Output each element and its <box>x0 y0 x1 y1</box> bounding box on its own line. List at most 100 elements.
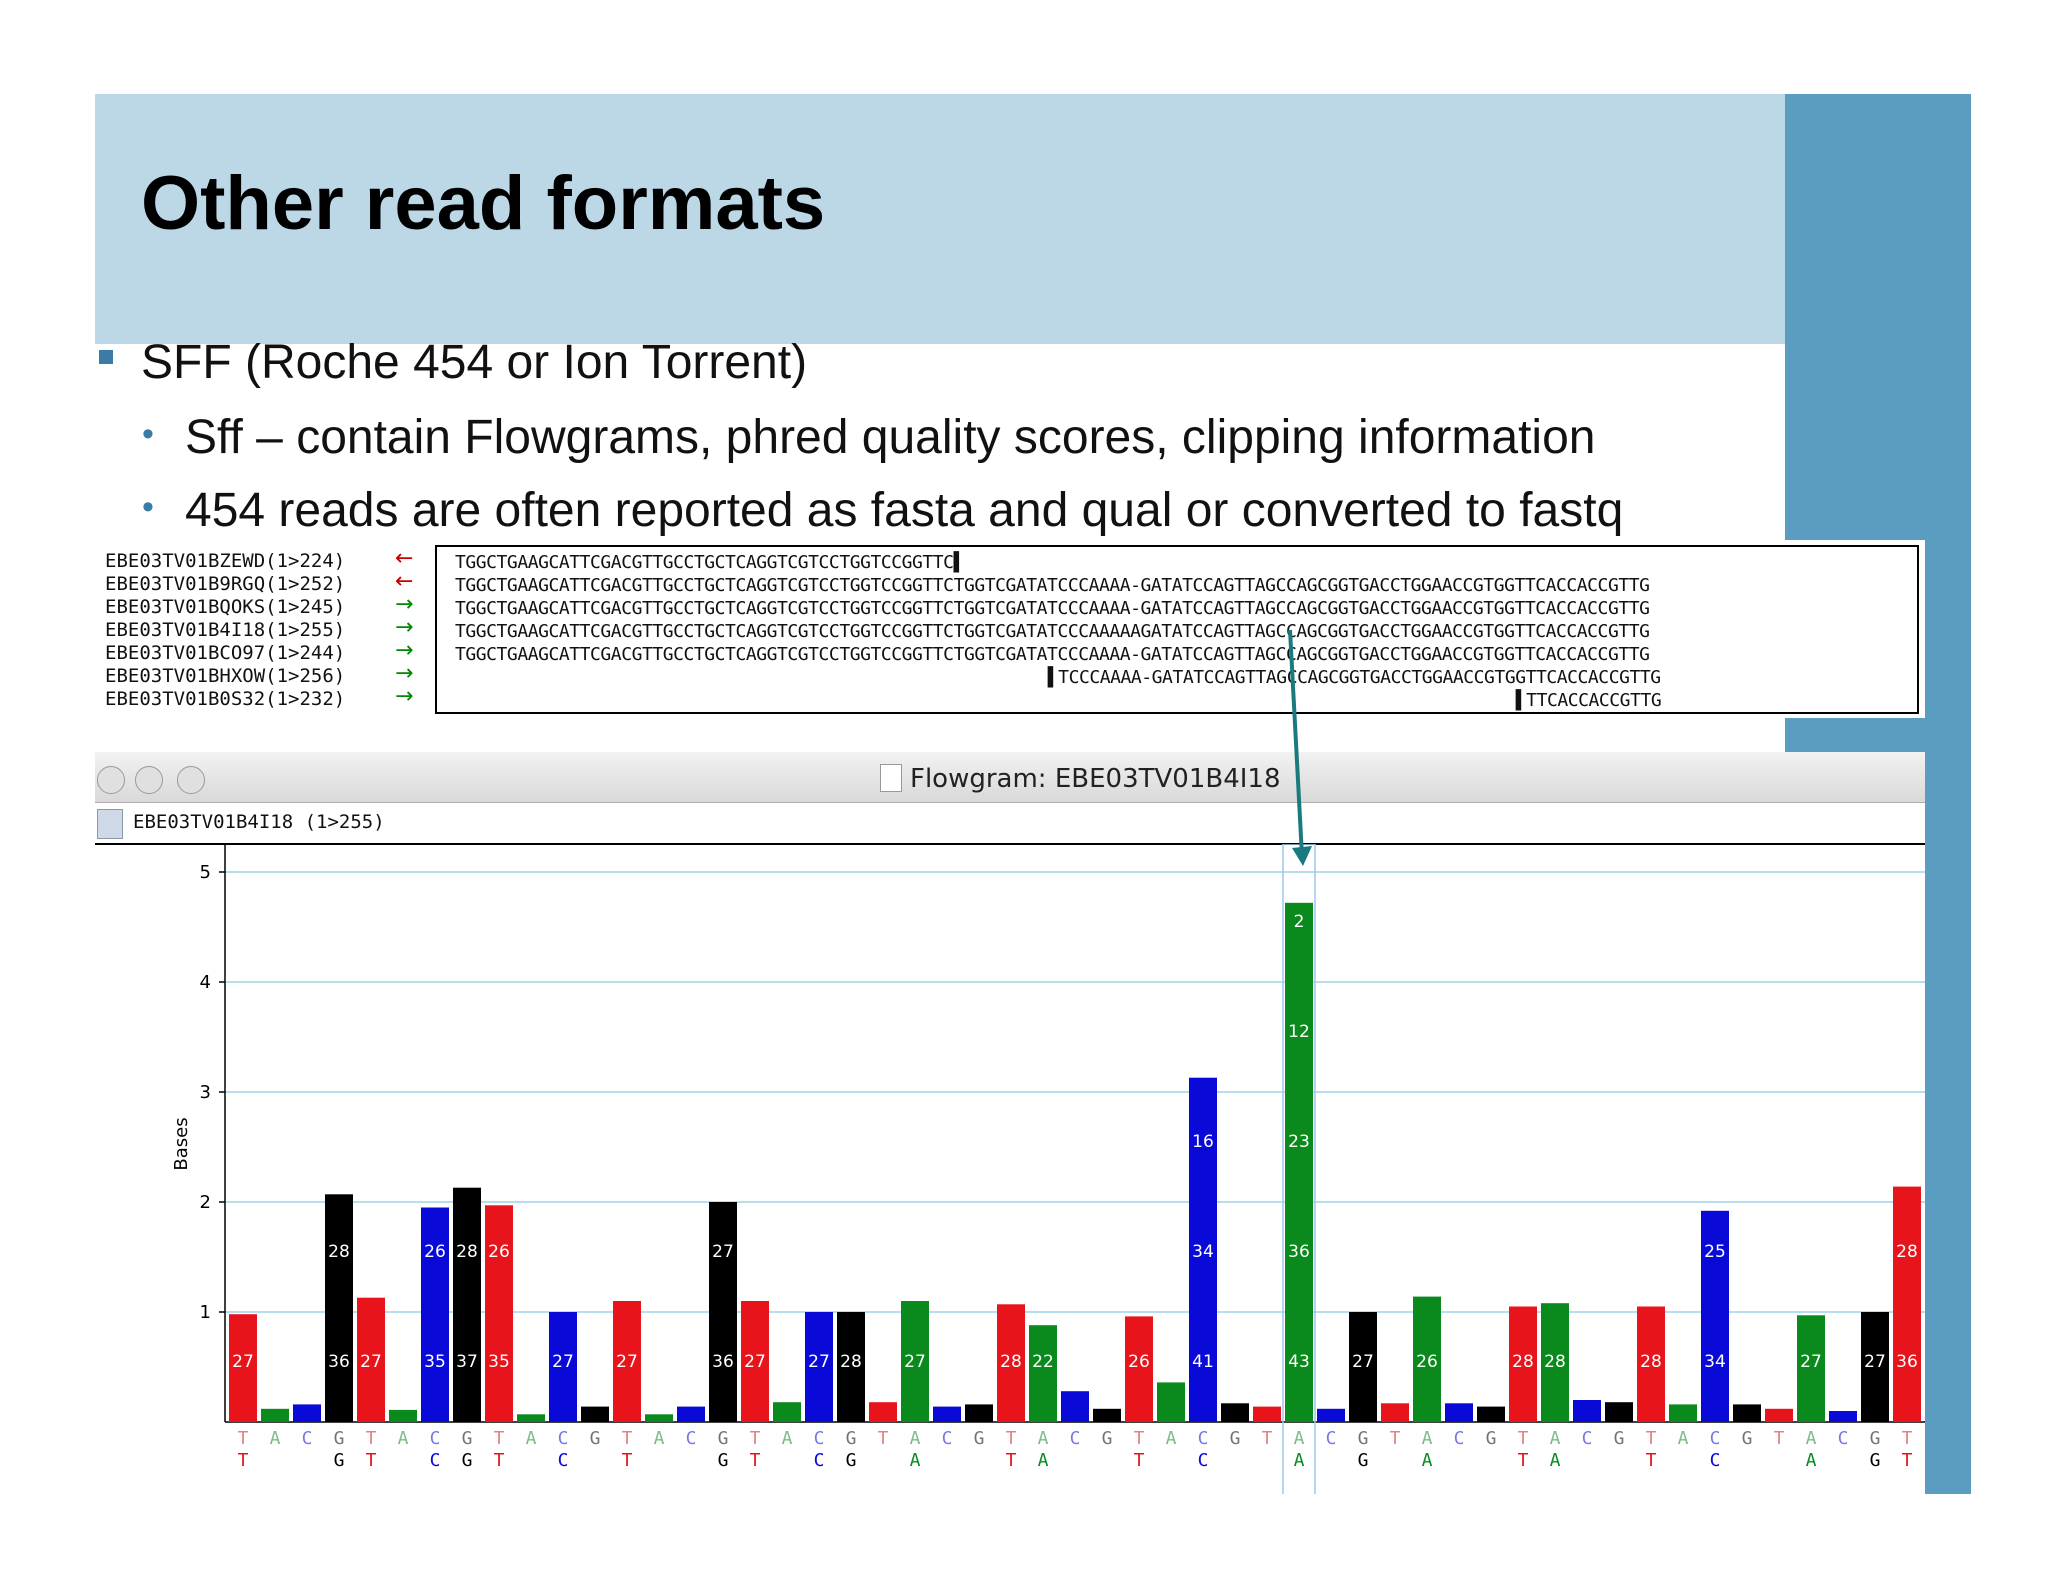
read-sequence: TGGCTGAAGCATTCGACGTTGCCTGCTCAGGTCGTCCTGG… <box>455 598 1650 619</box>
minimize-window-button[interactable] <box>135 766 163 794</box>
window-titlebar: Flowgram: EBE03TV01B4I18 <box>95 752 1925 803</box>
quality-label: 34 <box>1192 1242 1214 1262</box>
flow-bar <box>453 1187 481 1422</box>
flow-base-label: T <box>1134 1428 1145 1449</box>
flow-bar <box>1317 1408 1345 1422</box>
quality-label: 27 <box>1864 1352 1886 1372</box>
flow-bar <box>261 1408 289 1422</box>
quality-label: 27 <box>232 1352 254 1372</box>
quality-label: 36 <box>328 1352 350 1372</box>
flow-bar <box>1349 1312 1377 1422</box>
flow-bar <box>1445 1403 1473 1422</box>
bullet-dot-icon: • <box>142 415 154 453</box>
quality-label: 12 <box>1288 1022 1310 1042</box>
flow-base-label: C <box>814 1428 825 1449</box>
quality-label: 28 <box>1640 1352 1662 1372</box>
called-base-label: T <box>238 1450 249 1471</box>
called-base-label: G <box>1870 1450 1881 1471</box>
bullet-sff-contents: Sff – contain Flowgrams, phred quality s… <box>185 411 1596 464</box>
flow-base-label: T <box>878 1428 889 1449</box>
flow-base-label: T <box>1902 1428 1913 1449</box>
called-base-label: T <box>1134 1450 1145 1471</box>
read-direction-icon: → <box>395 684 414 709</box>
quality-label: 27 <box>744 1352 766 1372</box>
flow-bar <box>485 1205 513 1422</box>
quality-label: 28 <box>840 1352 862 1372</box>
quality-label: 26 <box>424 1242 446 1262</box>
flow-bar <box>1797 1315 1825 1422</box>
flow-base-label: T <box>1646 1428 1657 1449</box>
highlighted-flow-column <box>1282 844 1316 1494</box>
called-base-label: T <box>1646 1450 1657 1471</box>
flow-base-label: A <box>1166 1428 1177 1449</box>
flow-bar <box>229 1314 257 1422</box>
called-base-label: G <box>462 1450 473 1471</box>
quality-label: 36 <box>1288 1242 1310 1262</box>
y-tick-label: 4 <box>200 972 211 993</box>
flow-bar <box>645 1414 673 1422</box>
quality-label: 28 <box>1896 1242 1918 1262</box>
flow-bar <box>773 1402 801 1422</box>
quality-label: 43 <box>1288 1352 1310 1372</box>
flow-bar <box>1733 1404 1761 1422</box>
flow-base-label: T <box>494 1428 505 1449</box>
flow-bar <box>581 1406 609 1422</box>
y-tick-label: 3 <box>200 1082 211 1103</box>
called-base-label: G <box>1358 1450 1369 1471</box>
flow-bar <box>1605 1402 1633 1422</box>
read-direction-icon: → <box>395 661 414 686</box>
zoom-window-button[interactable] <box>177 766 205 794</box>
flow-bar <box>1573 1400 1601 1422</box>
quality-label: 28 <box>328 1242 350 1262</box>
flow-base-label: A <box>1806 1428 1817 1449</box>
flow-base-label: G <box>1358 1428 1369 1449</box>
flow-bar <box>1189 1077 1217 1422</box>
called-base-label: T <box>494 1450 505 1471</box>
called-base-label: A <box>910 1450 921 1471</box>
flow-bar <box>997 1304 1025 1422</box>
close-window-button[interactable] <box>97 766 125 794</box>
flow-bar <box>1541 1303 1569 1422</box>
flow-bar <box>1893 1186 1921 1422</box>
flow-base-label: C <box>1326 1428 1337 1449</box>
quality-label: 41 <box>1192 1352 1214 1372</box>
window-title: Flowgram: EBE03TV01B4I18 <box>910 764 1281 794</box>
quality-label: 34 <box>1704 1352 1726 1372</box>
read-name: EBE03TV01BZEWD(1>224) <box>105 550 346 572</box>
flow-base-label: T <box>1262 1428 1273 1449</box>
flow-base-label: G <box>462 1428 473 1449</box>
flow-base-label: C <box>1838 1428 1849 1449</box>
flow-base-label: C <box>686 1428 697 1449</box>
flow-bar <box>325 1194 353 1422</box>
flow-bar <box>1477 1406 1505 1422</box>
quality-label: 26 <box>488 1242 510 1262</box>
flow-bar <box>741 1301 769 1422</box>
flow-base-label: T <box>1774 1428 1785 1449</box>
quality-label: 26 <box>1416 1352 1438 1372</box>
flow-bar <box>933 1406 961 1422</box>
quality-label: 26 <box>1128 1352 1150 1372</box>
flow-base-label: A <box>1294 1428 1305 1449</box>
flow-bar <box>517 1414 545 1422</box>
called-base-label: T <box>366 1450 377 1471</box>
read-name: EBE03TV01B4I18(1>255) <box>105 619 346 641</box>
magnifier-icon[interactable] <box>97 809 123 839</box>
quality-label: 27 <box>552 1352 574 1372</box>
quality-label: 23 <box>1288 1132 1310 1152</box>
y-axis-label: Bases <box>171 1117 192 1170</box>
called-base-label: C <box>430 1450 441 1471</box>
flow-base-label: G <box>1742 1428 1753 1449</box>
flow-bar <box>805 1312 833 1422</box>
flow-base-label: G <box>1102 1428 1113 1449</box>
flow-bar <box>1765 1408 1793 1422</box>
called-base-label: G <box>718 1450 729 1471</box>
flow-base-label: C <box>558 1428 569 1449</box>
flow-base-label: G <box>846 1428 857 1449</box>
flow-bar <box>1829 1411 1857 1422</box>
flow-bar <box>357 1297 385 1422</box>
flow-base-label: G <box>974 1428 985 1449</box>
flow-base-label: C <box>1710 1428 1721 1449</box>
flow-bar <box>901 1301 929 1422</box>
quality-label: 36 <box>1896 1352 1918 1372</box>
quality-label: 35 <box>488 1352 510 1372</box>
